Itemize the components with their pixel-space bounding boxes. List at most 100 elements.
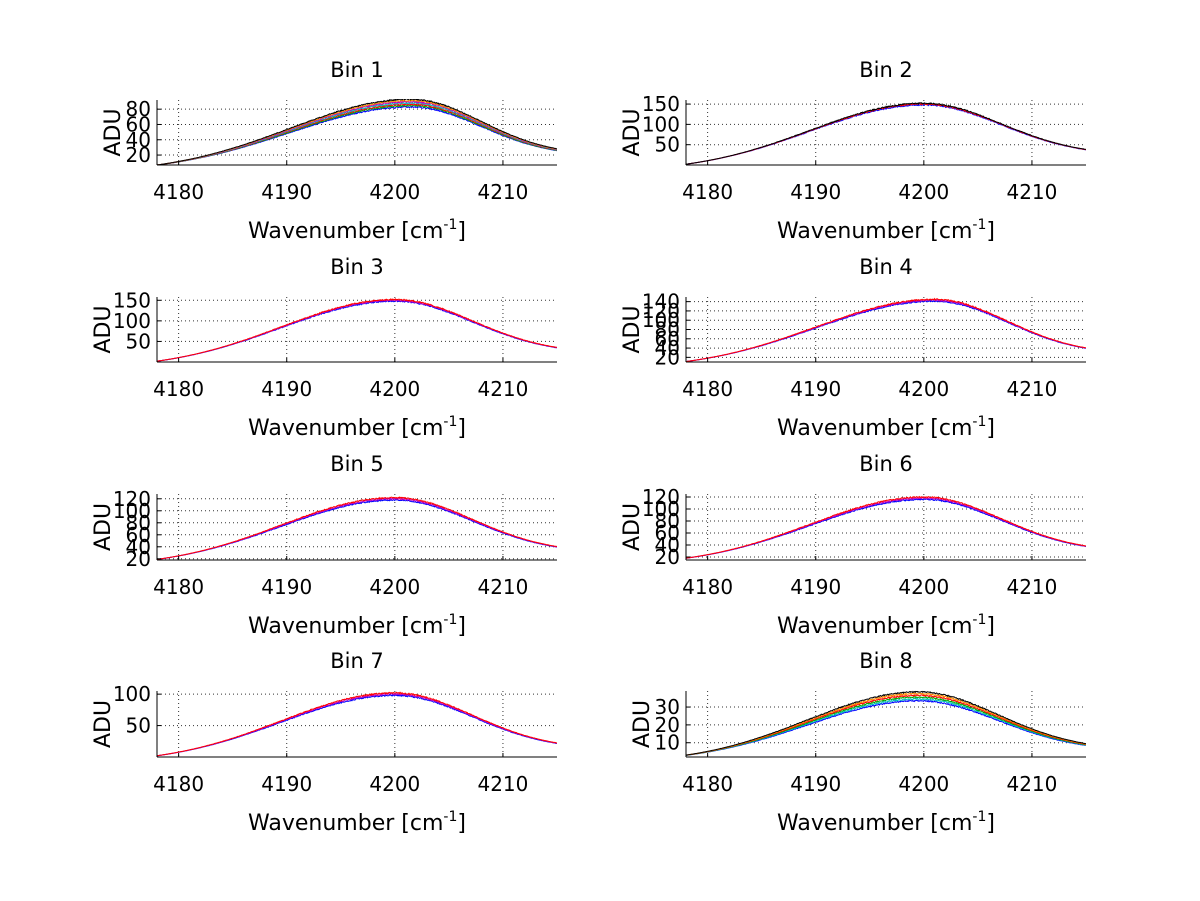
- series-line-red: [686, 495, 1086, 559]
- x-tick-label: 4200: [369, 180, 420, 204]
- series-line-blue: [157, 105, 557, 165]
- y-tick-label: 20: [655, 345, 680, 369]
- y-tick-label: 20: [655, 545, 680, 569]
- panel-title: Bin 4: [859, 255, 913, 279]
- panel-title: Bin 2: [859, 58, 913, 82]
- x-tick-label: 4200: [898, 180, 949, 204]
- series-line-magenta: [157, 692, 557, 757]
- x-tick-label: 4210: [1006, 575, 1057, 599]
- y-tick-label: 150: [642, 92, 680, 116]
- series-line-blue: [686, 103, 1086, 165]
- x-tick-label: 4180: [682, 377, 733, 401]
- x-tick-label: 4190: [790, 377, 841, 401]
- y-tick-label: 100: [113, 309, 151, 333]
- y-tick-label: 60: [655, 327, 680, 351]
- x-tick-label: 4180: [682, 575, 733, 599]
- x-tick-label: 4180: [153, 772, 204, 796]
- series-line-red: [157, 691, 557, 757]
- x-tick-label: 4190: [790, 180, 841, 204]
- y-tick-label: 100: [113, 682, 151, 706]
- x-tick-label: 4180: [153, 377, 204, 401]
- x-tick-label: 4210: [477, 180, 528, 204]
- series-group: [157, 496, 557, 560]
- x-tick-label: 4210: [1006, 377, 1057, 401]
- x-axis-label: Wavenumber [cm-1]: [248, 414, 466, 441]
- y-tick-label: 80: [126, 511, 151, 535]
- y-tick-label: 80: [126, 97, 151, 121]
- series-line-red: [157, 298, 557, 362]
- y-tick-label: 20: [126, 547, 151, 571]
- y-tick-label: 100: [642, 112, 680, 136]
- series-group: [686, 101, 1086, 165]
- y-tick-label: 60: [126, 112, 151, 136]
- x-tick-label: 4200: [369, 575, 420, 599]
- x-tick-label: 4190: [790, 575, 841, 599]
- series-group: [686, 297, 1086, 362]
- x-tick-label: 4200: [369, 377, 420, 401]
- x-tick-label: 4180: [153, 180, 204, 204]
- y-tick-label: 80: [655, 318, 680, 342]
- y-tick-label: 40: [655, 336, 680, 360]
- x-tick-label: 4200: [898, 772, 949, 796]
- panel-title: Bin 5: [330, 452, 384, 476]
- x-tick-label: 4210: [477, 772, 528, 796]
- y-tick-label: 30: [655, 695, 680, 719]
- y-axis-label: ADU: [91, 305, 116, 353]
- y-axis-label: ADU: [91, 503, 116, 551]
- series-line-magenta: [686, 496, 1086, 559]
- panel-title: Bin 3: [330, 255, 384, 279]
- y-tick-label: 40: [126, 128, 151, 152]
- x-tick-label: 4190: [261, 377, 312, 401]
- series-line-black: [686, 690, 1086, 756]
- series-line-green: [157, 104, 557, 165]
- x-tick-label: 4190: [261, 180, 312, 204]
- y-tick-label: 10: [655, 731, 680, 755]
- y-tick-label: 20: [655, 713, 680, 737]
- y-axis-label: ADU: [630, 700, 655, 748]
- y-tick-label: 40: [655, 533, 680, 557]
- y-axis-label: ADU: [620, 305, 645, 353]
- series-line-magenta: [157, 497, 557, 560]
- y-tick-label: 60: [655, 521, 680, 545]
- x-tick-label: 4210: [1006, 772, 1057, 796]
- y-tick-label: 100: [642, 497, 680, 521]
- x-tick-label: 4210: [1006, 180, 1057, 204]
- x-tick-label: 4180: [682, 772, 733, 796]
- series-line-green: [686, 695, 1086, 756]
- x-axis-label: Wavenumber [cm-1]: [777, 809, 995, 836]
- y-tick-label: 50: [126, 714, 151, 738]
- series-group: [686, 690, 1086, 756]
- x-tick-label: 4200: [898, 575, 949, 599]
- x-axis-label: Wavenumber [cm-1]: [248, 809, 466, 836]
- x-tick-label: 4200: [898, 377, 949, 401]
- series-group: [157, 298, 557, 362]
- series-line-black: [686, 101, 1086, 165]
- series-group: [686, 495, 1086, 559]
- y-tick-label: 100: [642, 308, 680, 332]
- y-tick-label: 150: [113, 288, 151, 312]
- y-tick-label: 80: [655, 509, 680, 533]
- x-tick-label: 4180: [153, 575, 204, 599]
- x-axis-label: Wavenumber [cm-1]: [248, 612, 466, 639]
- panel-title: Bin 6: [859, 452, 913, 476]
- y-axis-label: ADU: [620, 503, 645, 551]
- y-tick-label: 120: [113, 487, 151, 511]
- x-tick-label: 4190: [790, 772, 841, 796]
- y-tick-label: 40: [126, 535, 151, 559]
- x-tick-label: 4190: [261, 575, 312, 599]
- y-axis-label: ADU: [91, 700, 116, 748]
- x-tick-label: 4190: [261, 772, 312, 796]
- series-group: [157, 99, 557, 165]
- x-axis-label: Wavenumber [cm-1]: [777, 612, 995, 639]
- series-line-red: [686, 297, 1086, 362]
- y-axis-label: ADU: [620, 108, 645, 156]
- x-axis-label: Wavenumber [cm-1]: [777, 414, 995, 441]
- x-axis-label: Wavenumber [cm-1]: [248, 217, 466, 244]
- panel-title: Bin 7: [330, 649, 384, 673]
- x-tick-label: 4210: [477, 575, 528, 599]
